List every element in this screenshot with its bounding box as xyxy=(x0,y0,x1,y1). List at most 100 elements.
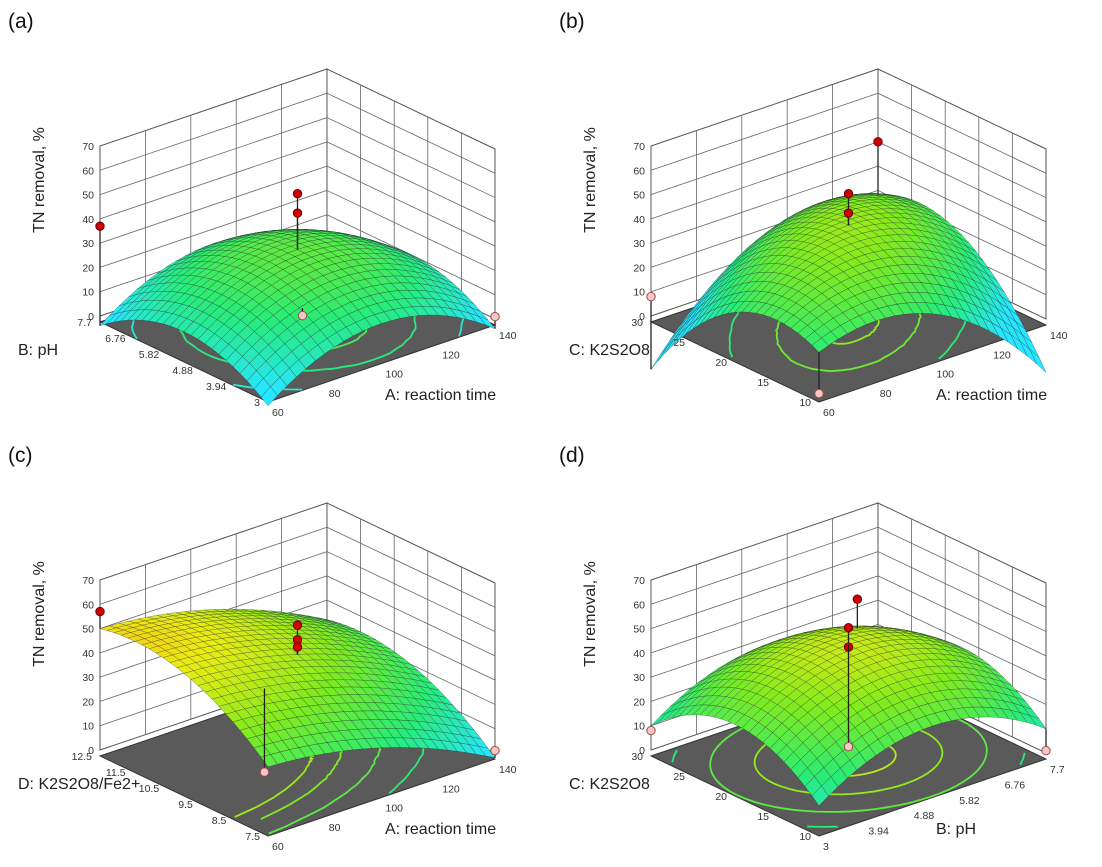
design-point xyxy=(292,208,303,218)
x-tick-label-c: 60 xyxy=(272,841,284,853)
z-tick-label-c: 60 xyxy=(82,599,94,611)
z-tick-label-a: 0 xyxy=(88,311,94,323)
panel-label-c: (c) xyxy=(8,444,33,467)
wall-gridline-b xyxy=(650,117,879,195)
wall-gridline-c xyxy=(326,599,496,681)
x-tick-label-c: 100 xyxy=(386,803,404,815)
x-tick-label-d: 5.82 xyxy=(959,795,980,807)
x-tick-label-b: 120 xyxy=(993,349,1011,361)
z-tick-label-d: 70 xyxy=(633,575,645,587)
design-point xyxy=(490,311,500,322)
wall-gridline-d xyxy=(877,551,1047,632)
z-axis-title-a: TN removal, % xyxy=(31,127,48,233)
y-tick-label-b: 15 xyxy=(757,377,769,389)
y-tick-label-d: 25 xyxy=(673,771,685,783)
wall-gridline-b xyxy=(877,92,1047,174)
design-point xyxy=(1041,745,1051,756)
wall-gridline-a xyxy=(326,190,496,271)
wall-gridline-b xyxy=(877,141,1047,223)
z-tick-label-b: 30 xyxy=(633,238,645,250)
z-tick-label-c: 50 xyxy=(82,624,94,636)
z-tick-label-b: 70 xyxy=(633,141,645,153)
y-axis-title-c: D: K2S2O8/Fe2+ xyxy=(18,776,140,793)
z-tick-label-b: 20 xyxy=(633,262,645,274)
y-axis-title-a: B: pH xyxy=(18,342,58,359)
y-tick-label-a: 7.7 xyxy=(77,317,92,329)
x-tick-label-b: 140 xyxy=(1050,330,1068,342)
wall-gridline-a xyxy=(326,117,496,198)
design-point xyxy=(292,188,303,199)
surface-patch xyxy=(260,386,278,406)
x-tick-label-a: 100 xyxy=(386,369,404,381)
wall-gridline-a xyxy=(99,92,328,171)
wall-gridline-c xyxy=(326,551,496,632)
wall-gridline-d xyxy=(650,599,879,678)
surface-patch xyxy=(811,337,829,353)
surface-d xyxy=(650,625,1047,806)
panel-label-b: (b) xyxy=(559,10,585,33)
z-tick-label-d: 50 xyxy=(633,624,645,636)
panel-b: (b) 0 10 20 30 40 50 60 70 TN removal, % 60 80 100 12… xyxy=(551,0,1102,433)
wall-gridline-c xyxy=(99,551,328,629)
design-point xyxy=(95,221,105,231)
y-tick-label-a: 3 xyxy=(254,397,260,409)
wall-gridline-a xyxy=(326,141,496,223)
wall-gridline-d xyxy=(650,575,879,654)
design-point xyxy=(843,622,854,633)
y-tick-label-a: 6.76 xyxy=(105,333,126,345)
y-tick-label-c: 11.5 xyxy=(106,767,126,779)
wall-gridline-d xyxy=(877,526,1047,608)
wall-gridline-d xyxy=(650,526,879,605)
x-tick-label-d: 7.7 xyxy=(1050,764,1065,776)
design-point xyxy=(814,388,824,399)
wall-gridline-d xyxy=(650,551,879,629)
wall-gridline-a xyxy=(99,117,328,195)
wall-gridline-b xyxy=(877,165,1047,247)
z-tick-label-a: 20 xyxy=(82,262,94,274)
design-point xyxy=(646,291,656,302)
z-tick-label-d: 30 xyxy=(633,672,645,684)
wall-gridline-a xyxy=(99,165,328,244)
z-tick-label-a: 50 xyxy=(82,190,94,202)
wall-gridline-b xyxy=(650,165,879,244)
z-tick-label-c: 10 xyxy=(82,721,94,733)
z-tick-label-c: 20 xyxy=(82,696,94,708)
z-tick-label-b: 60 xyxy=(633,165,645,177)
surface-patch xyxy=(650,346,668,370)
z-tick-label-a: 10 xyxy=(82,287,94,299)
x-tick-label-b: 100 xyxy=(937,369,955,381)
y-tick-label-c: 10.5 xyxy=(139,783,160,795)
z-tick-label-c: 70 xyxy=(82,575,94,587)
y-axis-title-b: C: K2S2O8 xyxy=(569,342,650,359)
wall-gridline-a xyxy=(99,190,328,268)
wall-gridline-d xyxy=(877,599,1047,681)
wall-gridline-b xyxy=(650,92,879,171)
y-axis-title-d: C: K2S2O8 xyxy=(569,776,650,793)
y-tick-label-d: 30 xyxy=(631,751,643,763)
chart-d: (d) 0 10 20 30 40 50 60 70 TN removal, % 3 3.94 4.88… xyxy=(559,444,1065,853)
y-tick-label-a: 4.88 xyxy=(172,365,193,377)
y-tick-label-b: 20 xyxy=(715,357,727,369)
x-tick-label-d: 4.88 xyxy=(914,810,935,822)
z-tick-label-a: 60 xyxy=(82,165,94,177)
z-tick-label-b: 10 xyxy=(633,287,645,299)
z-tick-label-a: 40 xyxy=(82,214,94,226)
x-tick-label-d: 3.94 xyxy=(868,826,889,838)
y-tick-label-d: 10 xyxy=(799,831,811,843)
z-axis-title-d: TN removal, % xyxy=(582,561,599,667)
panel-c: (c) 0 10 20 30 40 50 60 70 TN removal, % 60 80 100 12… xyxy=(0,434,551,867)
surface-c xyxy=(99,609,496,768)
wall-gridline-a xyxy=(99,141,328,220)
design-point xyxy=(646,725,656,736)
wall-gridline-a xyxy=(326,92,496,174)
x-tick-label-a: 120 xyxy=(442,349,460,361)
z-tick-label-d: 20 xyxy=(633,696,645,708)
y-tick-label-d: 15 xyxy=(757,811,769,823)
surface-patch xyxy=(657,338,675,362)
y-tick-label-b: 30 xyxy=(631,317,643,329)
z-tick-label-c: 0 xyxy=(88,745,94,757)
surface-b xyxy=(650,193,1047,373)
y-tick-label-a: 5.82 xyxy=(139,349,160,361)
design-point xyxy=(843,188,854,199)
design-point xyxy=(852,594,863,604)
